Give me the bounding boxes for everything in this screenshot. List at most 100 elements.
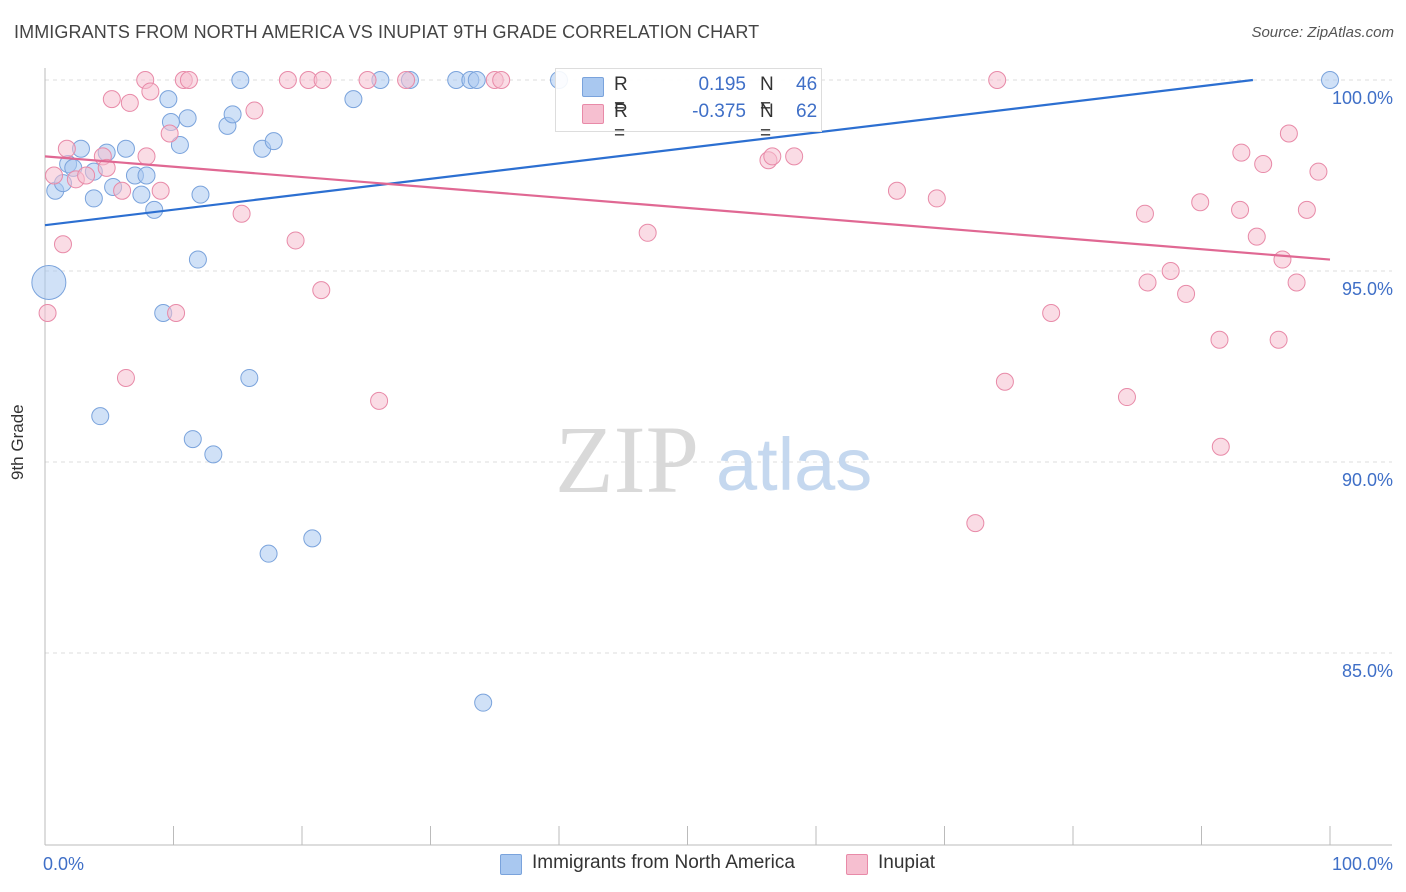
data-point bbox=[1273, 250, 1292, 269]
data-point bbox=[995, 372, 1014, 391]
watermark: ZIP atlas bbox=[555, 406, 872, 513]
legend-label-inupiat: Inupiat bbox=[878, 852, 936, 873]
data-point bbox=[278, 71, 297, 89]
swatch-inupiat bbox=[582, 104, 604, 124]
data-point bbox=[358, 71, 377, 89]
gridlines bbox=[45, 79, 1392, 654]
data-point bbox=[312, 281, 331, 300]
r-label: R = bbox=[614, 74, 628, 117]
data-point bbox=[1138, 273, 1157, 292]
y-tick-label: 90.0% bbox=[1342, 470, 1393, 490]
data-point bbox=[1254, 155, 1273, 174]
data-point bbox=[191, 185, 210, 204]
y-tick-label: 95.0% bbox=[1342, 279, 1393, 299]
trend-line bbox=[44, 78, 1254, 227]
data-point bbox=[160, 124, 179, 143]
data-point bbox=[785, 147, 804, 166]
data-point bbox=[178, 109, 197, 128]
data-point bbox=[1231, 200, 1250, 219]
data-point bbox=[77, 166, 96, 185]
tick-labels: 100.0% 95.0% 90.0% 85.0% 0.0% 100.0% bbox=[43, 88, 1393, 874]
y-axis-label: 9th Grade bbox=[8, 404, 27, 480]
source-label: Source: ZipAtlas.com bbox=[1251, 24, 1394, 41]
data-point bbox=[286, 231, 305, 250]
data-points bbox=[31, 71, 1339, 712]
data-point bbox=[1211, 437, 1230, 456]
data-point bbox=[1042, 304, 1061, 323]
data-point bbox=[53, 235, 72, 254]
data-point bbox=[1191, 193, 1210, 212]
data-point bbox=[927, 189, 946, 208]
watermark-zip: ZIP bbox=[555, 406, 699, 513]
axes bbox=[44, 68, 1392, 846]
data-point bbox=[467, 71, 486, 89]
stats-legend: R = 0.195 N = 46 R = -0.375 N = 62 bbox=[555, 68, 822, 144]
data-point bbox=[264, 132, 283, 151]
data-point bbox=[1321, 71, 1339, 89]
data-point bbox=[313, 71, 332, 89]
data-point bbox=[966, 514, 985, 533]
data-point bbox=[1135, 204, 1154, 223]
data-point bbox=[44, 166, 63, 185]
r-value: -0.375 bbox=[692, 101, 746, 122]
watermark-atlas: atlas bbox=[716, 423, 872, 506]
data-point bbox=[145, 200, 164, 219]
data-point bbox=[91, 407, 110, 426]
data-point bbox=[188, 250, 207, 269]
data-point bbox=[223, 105, 242, 124]
n-label: N = bbox=[760, 101, 774, 144]
data-point bbox=[492, 71, 511, 89]
data-point bbox=[397, 71, 416, 89]
x-tick-label: 100.0% bbox=[1332, 854, 1393, 874]
r-label: R = bbox=[614, 101, 628, 144]
data-point bbox=[1309, 162, 1328, 181]
data-point bbox=[638, 223, 657, 242]
data-point bbox=[370, 391, 389, 410]
data-point bbox=[1247, 227, 1266, 246]
legend-item-immigrants[interactable]: Immigrants from North America bbox=[500, 852, 830, 878]
legend-label-immigrants: Immigrants from North America bbox=[532, 852, 795, 873]
data-point bbox=[1117, 388, 1136, 407]
legend-swatch-inupiat bbox=[846, 854, 868, 875]
n-value: 62 bbox=[796, 101, 818, 122]
data-point bbox=[988, 71, 1007, 89]
legend-item-inupiat[interactable]: Inupiat bbox=[846, 852, 956, 878]
data-point bbox=[204, 445, 223, 464]
data-point bbox=[31, 264, 67, 300]
data-point bbox=[102, 90, 121, 109]
n-label: N = bbox=[760, 74, 774, 117]
data-point bbox=[1269, 330, 1288, 349]
data-point bbox=[151, 181, 170, 200]
data-point bbox=[1287, 273, 1306, 292]
data-point bbox=[232, 204, 251, 223]
data-point bbox=[179, 71, 198, 89]
data-point bbox=[132, 185, 151, 204]
data-point bbox=[137, 147, 156, 166]
data-point bbox=[116, 139, 135, 158]
data-point bbox=[1161, 262, 1180, 280]
data-point bbox=[474, 693, 493, 712]
data-point bbox=[183, 430, 202, 449]
data-point bbox=[120, 93, 139, 112]
data-point bbox=[1279, 124, 1298, 143]
data-point bbox=[240, 368, 259, 387]
data-point bbox=[167, 304, 186, 323]
r-value: 0.195 bbox=[698, 74, 746, 95]
data-point bbox=[57, 139, 76, 158]
data-point bbox=[159, 90, 178, 109]
y-tick-label: 100.0% bbox=[1332, 88, 1393, 108]
y-tick-label: 85.0% bbox=[1342, 661, 1393, 681]
swatch-immigrants bbox=[582, 77, 604, 97]
data-point bbox=[1232, 143, 1251, 162]
data-point bbox=[38, 304, 57, 323]
data-point bbox=[97, 158, 116, 177]
data-point bbox=[116, 368, 135, 387]
data-point bbox=[113, 181, 132, 200]
data-point bbox=[344, 90, 363, 109]
n-value: 46 bbox=[796, 74, 818, 95]
data-point bbox=[141, 82, 160, 101]
data-point bbox=[1210, 330, 1229, 349]
x-tick-label: 0.0% bbox=[43, 854, 84, 874]
trend-lines bbox=[44, 78, 1331, 261]
